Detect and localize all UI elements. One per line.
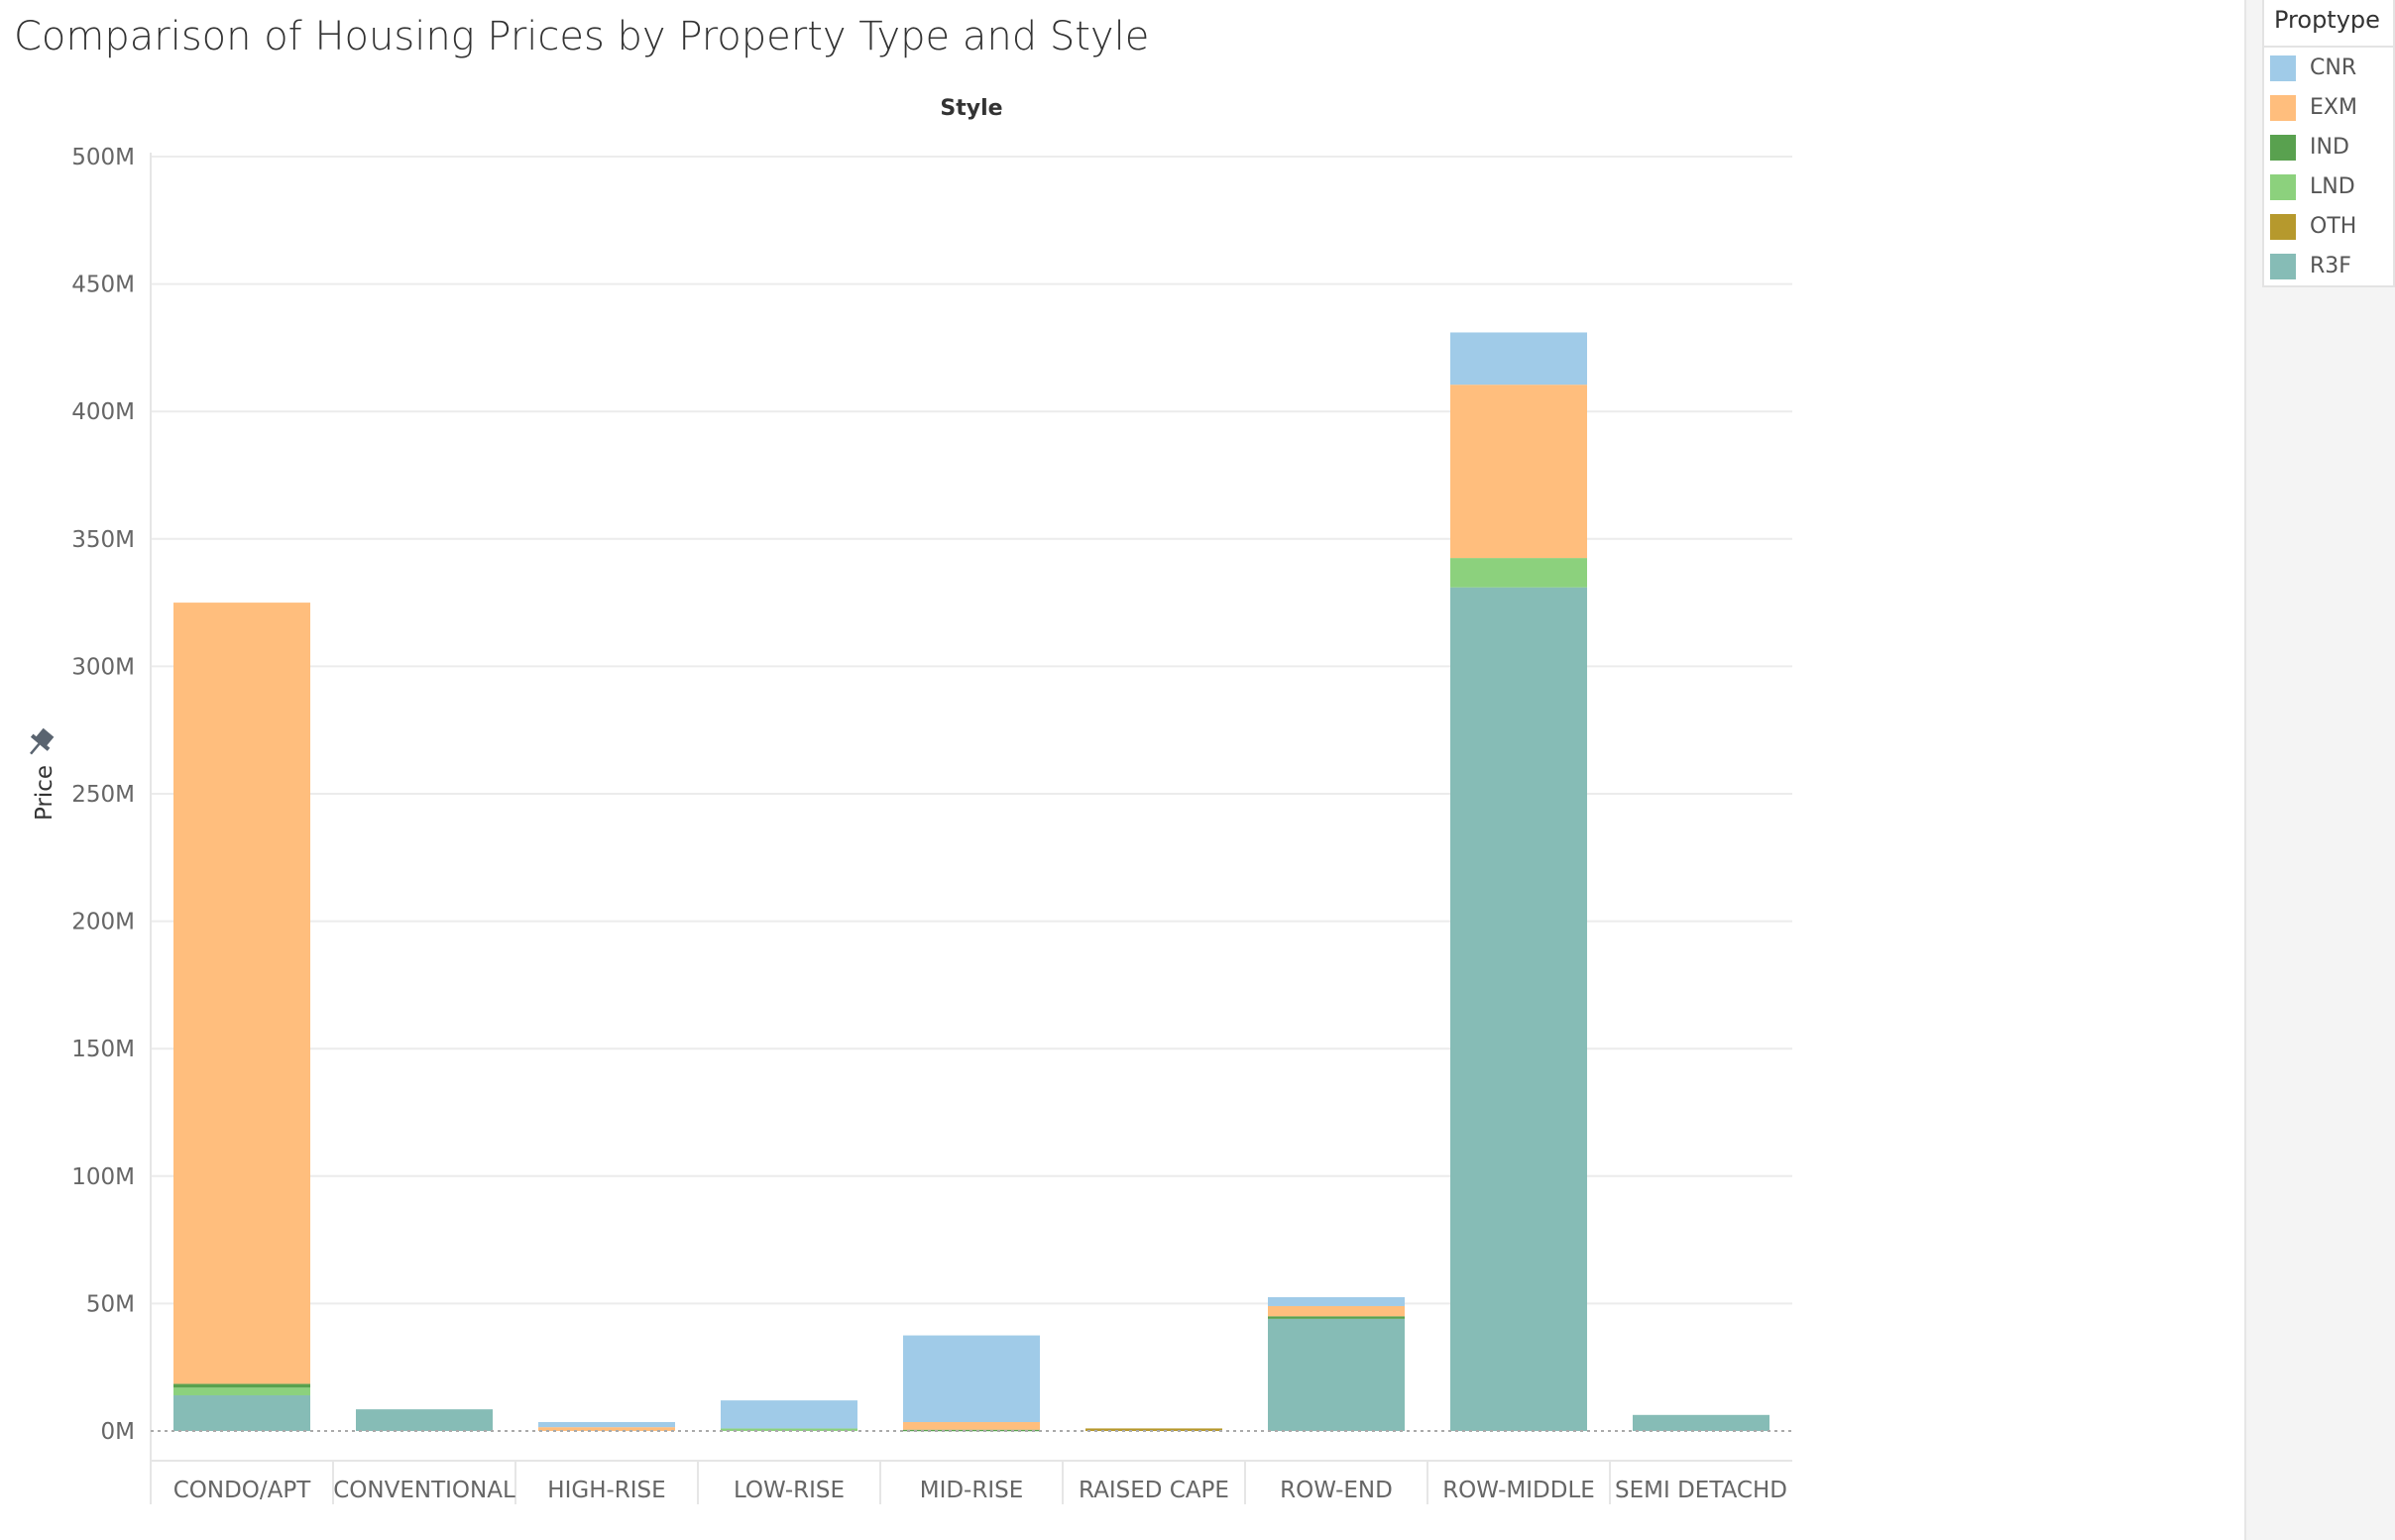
legend-label: EXM bbox=[2310, 95, 2357, 120]
legend-divider bbox=[2264, 46, 2395, 48]
bar-segment-cnr[interactable] bbox=[538, 1421, 675, 1428]
chart-title: Comparison of Housing Prices by Property… bbox=[14, 14, 1150, 59]
bar-segment-r3f[interactable] bbox=[1450, 587, 1587, 1431]
legend-swatch bbox=[2270, 95, 2296, 121]
legend-swatch bbox=[2270, 174, 2296, 200]
bar-segment-exm[interactable] bbox=[538, 1427, 675, 1431]
y-tick-label: 450M bbox=[71, 273, 135, 298]
y-tick-label: 50M bbox=[86, 1291, 135, 1317]
x-category-label: CONVENTIONAL bbox=[333, 1478, 515, 1503]
legend-label: OTH bbox=[2310, 214, 2357, 239]
bar-segment-exm[interactable] bbox=[1268, 1305, 1405, 1317]
bar-segment-ind[interactable] bbox=[1268, 1316, 1405, 1319]
y-tick-label: 500M bbox=[71, 145, 135, 170]
x-category-label: HIGH-RISE bbox=[547, 1478, 665, 1503]
y-tick-label: 100M bbox=[71, 1164, 135, 1190]
y-tick-label: 0M bbox=[101, 1419, 135, 1445]
legend-item-lnd[interactable]: LND bbox=[2270, 172, 2393, 202]
bar-segment-exm[interactable] bbox=[903, 1421, 1040, 1430]
legend-title: Proptype bbox=[2274, 6, 2380, 34]
legend-swatch bbox=[2270, 55, 2296, 81]
y-tick-label: 250M bbox=[71, 782, 135, 808]
y-tick-label: 150M bbox=[71, 1037, 135, 1062]
legend-label: R3F bbox=[2310, 254, 2351, 278]
legend-swatch bbox=[2270, 135, 2296, 161]
pin-head bbox=[35, 727, 55, 746]
legend-swatch bbox=[2270, 254, 2296, 279]
y-tick-label: 200M bbox=[71, 910, 135, 935]
pin-icon[interactable] bbox=[23, 725, 57, 761]
y-tick-label: 350M bbox=[71, 527, 135, 553]
bar-segment-cnr[interactable] bbox=[1268, 1296, 1405, 1306]
legend-label: IND bbox=[2310, 135, 2349, 160]
legend-swatch bbox=[2270, 214, 2296, 240]
x-category-label: ROW-MIDDLE bbox=[1442, 1478, 1595, 1503]
bar-segment-r3f[interactable] bbox=[173, 1394, 310, 1431]
bar-segment-exm[interactable] bbox=[173, 603, 310, 1384]
bar-segment-r3f[interactable] bbox=[1633, 1414, 1769, 1431]
bar-segment-lnd[interactable] bbox=[173, 1387, 310, 1395]
bar-segment-cnr[interactable] bbox=[903, 1335, 1040, 1422]
legend-label: LND bbox=[2310, 174, 2355, 199]
x-category-label: ROW-END bbox=[1280, 1478, 1393, 1503]
x-category-label: LOW-RISE bbox=[734, 1478, 845, 1503]
stacked-bar-chart: Style 0M 50M 100M 150M 200M 250M 300M 350M 400M 45… bbox=[23, 96, 1792, 1504]
y-tick-label: 300M bbox=[71, 654, 135, 680]
bar-segment-r3f[interactable] bbox=[356, 1409, 493, 1431]
bar-segment-ind[interactable] bbox=[173, 1383, 310, 1388]
legend-item-cnr[interactable]: CNR bbox=[2270, 54, 2393, 83]
x-category-label: MID-RISE bbox=[920, 1478, 1024, 1503]
bar-segment-oth[interactable] bbox=[1085, 1428, 1222, 1431]
legend-label: CNR bbox=[2310, 55, 2357, 80]
legend[interactable]: Proptype CNR EXM IND LND OTH R3F bbox=[2262, 0, 2395, 287]
bar-segment-cnr[interactable] bbox=[721, 1400, 857, 1429]
bar-segment-exm[interactable] bbox=[1450, 385, 1587, 559]
legend-item-ind[interactable]: IND bbox=[2270, 133, 2393, 163]
bar-segment-lnd[interactable] bbox=[1450, 558, 1587, 588]
bar-segment-cnr[interactable] bbox=[1450, 332, 1587, 385]
pin-base bbox=[30, 733, 51, 751]
bar-segment-lnd[interactable] bbox=[721, 1428, 857, 1431]
x-category-label: CONDO/APT bbox=[173, 1478, 312, 1503]
legend-item-exm[interactable]: EXM bbox=[2270, 93, 2393, 123]
legend-item-r3f[interactable]: R3F bbox=[2270, 252, 2393, 281]
x-category-label: SEMI DETACHD bbox=[1615, 1478, 1787, 1503]
x-category-label: RAISED CAPE bbox=[1079, 1478, 1229, 1503]
y-tick-label: 400M bbox=[71, 399, 135, 425]
legend-item-oth[interactable]: OTH bbox=[2270, 212, 2393, 242]
pin-needle bbox=[30, 742, 41, 755]
bar-segment-r3f[interactable] bbox=[1268, 1318, 1405, 1431]
column-header: Style bbox=[940, 96, 1002, 121]
y-axis-title: Price bbox=[32, 765, 57, 821]
